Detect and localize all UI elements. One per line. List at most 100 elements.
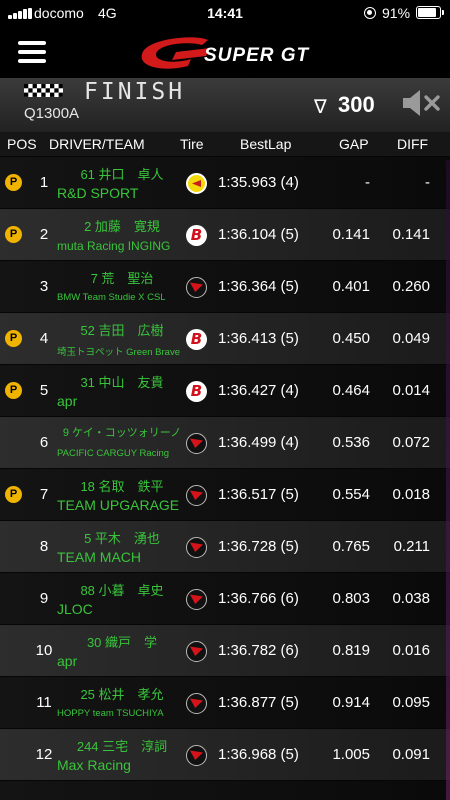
diff: 0.038 <box>392 590 430 607</box>
diff: 0.016 <box>392 642 430 659</box>
diff: 0.049 <box>392 330 430 347</box>
super-gt-logo: SUPER GT <box>141 37 310 69</box>
yokohama-tire-icon <box>186 641 207 662</box>
driver-name: 9 ケイ・コッツォリーノ <box>62 427 182 439</box>
driver-name: 88 小暮 卓史 <box>80 583 164 598</box>
driver-name: 5 平木 湧也 <box>84 531 160 546</box>
filter-triangle-icon[interactable]: ∇ <box>314 97 327 118</box>
result-row[interactable]: 11 25 松井 孝允 HOPPY team TSUCHIYA 1:36.877… <box>0 676 450 728</box>
team-name: apr <box>57 393 78 409</box>
result-row[interactable]: P 2 2 加藤 寛規 muta Racing INGING 1:36.104 … <box>0 208 450 260</box>
result-row[interactable]: 9 88 小暮 卓史 JLOC 1:36.766 (6) 0.803 0.038 <box>0 572 450 624</box>
result-row[interactable]: 6 9 ケイ・コッツォリーノ PACIFIC CARGUY Racing 1:3… <box>0 416 450 468</box>
team-name: R&D SPORT <box>57 185 139 201</box>
col-pos: POS <box>7 136 37 152</box>
diff: 0.211 <box>393 538 430 555</box>
result-row[interactable]: P 7 18 名取 鉄平 TEAM UPGARAGE 1:36.517 (5) … <box>0 468 450 520</box>
team-name: HOPPY team TSUCHIYA <box>57 708 164 719</box>
yokohama-tire-icon <box>186 485 207 506</box>
diff: 0.260 <box>392 278 430 295</box>
col-diff: DIFF <box>397 136 429 152</box>
gap: 0.819 <box>332 642 370 659</box>
result-row[interactable]: 8 5 平木 湧也 TEAM MACH 1:36.728 (5) 0.765 0… <box>0 520 450 572</box>
svg-text:SUPER GT: SUPER GT <box>204 45 310 66</box>
result-row[interactable]: P 5 31 中山 友貴 apr 1:36.427 (4) 0.464 0.01… <box>0 364 450 416</box>
diff: 0.141 <box>392 226 430 243</box>
session-header: FINISH Q1300A <box>0 78 450 132</box>
team-name: apr <box>57 653 78 669</box>
best-lap: 1:36.968 (5) <box>218 746 299 763</box>
best-lap: 1:36.517 (5) <box>218 486 299 503</box>
position: 5 <box>39 382 49 399</box>
class-filter-value[interactable]: 300 <box>338 92 375 117</box>
gap: 0.765 <box>332 538 370 555</box>
result-row[interactable]: 10 30 織戸 学 apr 1:36.782 (6) 0.819 0.016 <box>0 624 450 676</box>
team-name: 埼玉トヨペット Green Brave <box>57 347 180 358</box>
results-list[interactable]: P 1 61 井口 卓人 R&D SPORT 1:35.963 (4) - - … <box>0 156 450 800</box>
team-name: Max Racing <box>57 757 131 773</box>
team-name: TEAM MACH <box>57 549 141 565</box>
diff: 0.014 <box>392 382 430 399</box>
best-lap: 1:36.728 (5) <box>218 538 299 555</box>
gap: 0.803 <box>332 590 370 607</box>
position: 1 <box>39 174 49 191</box>
driver-name: 7 荒 聖治 <box>90 271 154 286</box>
clock: 14:41 <box>207 5 243 21</box>
pit-badge: P <box>5 382 22 399</box>
position: 6 <box>39 434 49 451</box>
pit-badge: P <box>5 486 22 503</box>
signal-strength-icon <box>8 8 32 19</box>
bridgestone-tire-icon <box>186 225 207 246</box>
result-row-partial[interactable] <box>0 780 450 800</box>
network-type: 4G <box>98 5 117 21</box>
yokohama-tire-icon <box>186 537 207 558</box>
gap: 1.005 <box>332 746 370 763</box>
gap: 0.554 <box>332 486 370 503</box>
gap: 0.464 <box>332 382 370 399</box>
team-name: BMW Team Studie X CSL <box>57 292 166 303</box>
gap: 0.401 <box>332 278 370 295</box>
yokohama-tire-icon <box>186 433 207 454</box>
dunlop-tire-icon <box>186 173 207 194</box>
mute-speaker-icon[interactable] <box>401 89 441 117</box>
position: 9 <box>39 590 49 607</box>
col-gap: GAP <box>339 136 369 152</box>
results-column-header: POS DRIVER/TEAM Tire BestLap GAP DIFF <box>0 132 450 156</box>
diff: - <box>425 174 430 191</box>
pit-badge: P <box>5 174 22 191</box>
result-row[interactable]: P 4 52 吉田 広樹 埼玉トヨペット Green Brave 1:36.41… <box>0 312 450 364</box>
session-code: Q1300A <box>24 105 80 122</box>
driver-name: 2 加藤 寛規 <box>84 219 160 234</box>
yokohama-tire-icon <box>186 589 207 610</box>
driver-name: 31 中山 友貴 <box>80 375 164 390</box>
bridgestone-tire-icon <box>186 329 207 350</box>
result-row[interactable]: P 1 61 井口 卓人 R&D SPORT 1:35.963 (4) - - <box>0 156 450 208</box>
battery-icon <box>416 6 444 19</box>
hamburger-menu-icon[interactable] <box>18 41 46 63</box>
gap: 0.450 <box>332 330 370 347</box>
result-row[interactable]: 3 7 荒 聖治 BMW Team Studie X CSL 1:36.364 … <box>0 260 450 312</box>
best-lap: 1:36.766 (6) <box>218 590 299 607</box>
best-lap: 1:36.413 (5) <box>218 330 299 347</box>
rotation-lock-icon <box>364 7 376 19</box>
session-status: FINISH <box>84 79 186 105</box>
driver-name: 18 名取 鉄平 <box>80 479 164 494</box>
position: 2 <box>39 226 49 243</box>
gap: 0.141 <box>332 226 370 243</box>
position: 3 <box>39 278 49 295</box>
best-lap: 1:36.499 (4) <box>218 434 299 451</box>
best-lap: 1:36.427 (4) <box>218 382 299 399</box>
scroll-edge-accent <box>446 160 450 800</box>
driver-name: 52 吉田 広樹 <box>80 323 164 338</box>
best-lap: 1:36.364 (5) <box>218 278 299 295</box>
col-bestlap: BestLap <box>240 136 292 152</box>
gap: 0.536 <box>332 434 370 451</box>
driver-name: 244 三宅 淳詞 <box>76 739 168 754</box>
result-row[interactable]: 12 244 三宅 淳詞 Max Racing 1:36.968 (5) 1.0… <box>0 728 450 780</box>
team-name: TEAM UPGARAGE <box>57 497 180 513</box>
diff: 0.072 <box>392 434 430 451</box>
driver-name: 61 井口 卓人 <box>80 167 164 182</box>
col-tire: Tire <box>180 136 204 152</box>
team-name: PACIFIC CARGUY Racing <box>57 448 170 459</box>
col-driver-team: DRIVER/TEAM <box>49 136 145 152</box>
